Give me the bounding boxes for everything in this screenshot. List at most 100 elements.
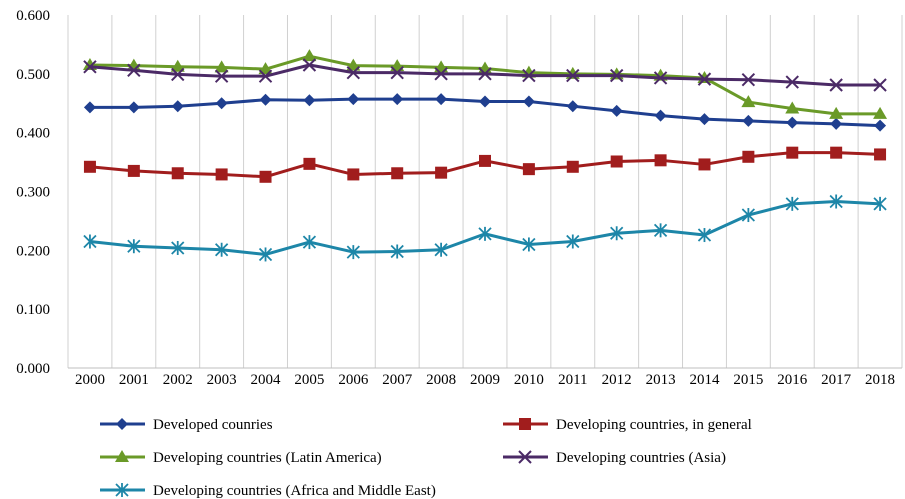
x-tick-label: 2009 [470,372,500,388]
data-point [258,62,273,75]
data-point [258,69,273,83]
data-point [303,157,316,170]
data-point [83,101,96,114]
series [82,49,888,119]
data-point [171,100,184,113]
data-point [479,154,491,167]
data-point [742,114,755,127]
data-point [609,68,624,83]
x-tick-label: 2013 [646,372,676,388]
data-point [518,450,532,464]
x-tick-label: 2005 [294,372,324,388]
data-point [873,106,888,119]
x-tick-label: 2010 [514,372,544,388]
series [83,58,887,92]
data-point [303,94,316,107]
data-point [171,167,184,180]
x-tick-label: 2012 [602,372,632,388]
data-point [653,223,668,238]
data-point [258,247,273,262]
legend-label: Developing countries (Latin America) [153,450,382,466]
data-point [214,60,229,73]
legend-item: Developing countries (Latin America) [100,450,382,466]
data-point [698,158,711,171]
data-point [519,418,531,430]
data-point [116,418,128,430]
x-tick-label: 2015 [733,372,763,388]
legend-label: Developing countries, in general [556,417,752,433]
data-point [522,163,535,176]
legend-item: Developing countries (Africa and Middle … [100,483,436,499]
data-point [829,78,843,92]
data-point [522,237,536,252]
data-point [347,168,360,181]
data-point [697,228,712,243]
data-point [697,72,712,86]
legend-item: Developed counries [100,417,273,433]
data-point [653,71,668,85]
x-tick-label: 2007 [382,372,413,388]
y-tick-label: 0.500 [16,67,50,83]
y-tick-label: 0.100 [16,302,50,318]
data-point [127,101,140,114]
data-point [786,116,799,129]
data-point [346,245,360,260]
data-point [785,101,800,114]
data-point [391,167,404,180]
data-point [478,67,492,81]
x-tick-label: 2002 [163,372,193,388]
data-point [302,49,317,62]
data-point [566,234,580,249]
data-point [874,148,887,161]
data-point [566,68,580,83]
data-point [610,104,623,117]
data-point [742,150,755,163]
x-tick-label: 2016 [777,372,808,388]
data-point [874,119,887,132]
data-point [347,93,360,106]
data-point [171,67,185,82]
x-tick-label: 2008 [426,372,456,388]
data-point [522,95,535,108]
data-point [829,106,844,119]
data-point [785,196,799,211]
data-point [115,483,129,497]
data-point [302,58,317,72]
data-point [259,93,272,106]
y-tick-label: 0.200 [16,243,50,259]
series-lines [82,49,888,262]
y-axis: 0.000 0.100 0.200 0.300 0.400 0.500 0.600 [16,8,50,377]
data-point [566,160,579,173]
data-point [214,69,229,83]
data-point [785,75,799,89]
data-point [654,154,667,167]
x-tick-label: 2003 [207,372,237,388]
data-point [741,95,756,108]
data-point [259,170,272,183]
data-point [127,239,141,254]
data-point [215,97,228,110]
legend-label: Developing countries (Asia) [556,450,726,466]
data-point [115,450,129,462]
data-point [214,242,229,257]
data-point [435,166,448,179]
y-tick-label: 0.400 [16,126,50,142]
x-tick-label: 2018 [865,372,895,388]
data-point [127,63,141,78]
y-tick-label: 0.000 [16,361,50,377]
data-point [830,146,843,159]
legend-item: Developing countries, in general [503,417,752,433]
data-point [479,95,491,108]
data-point [346,58,361,71]
x-tick-label: 2006 [338,372,369,388]
series [83,194,887,262]
y-tick-label: 0.600 [16,8,50,24]
data-point [786,146,799,159]
data-point [346,65,361,80]
data-point [302,235,317,250]
data-point [522,68,536,83]
data-point [873,78,887,92]
x-tick-label: 2014 [689,372,720,388]
data-point [654,109,667,122]
